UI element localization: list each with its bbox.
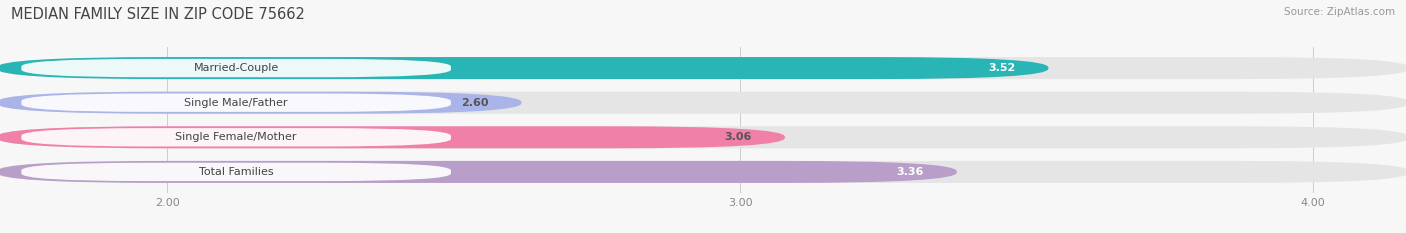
Text: Total Families: Total Families xyxy=(198,167,274,177)
FancyBboxPatch shape xyxy=(0,57,1049,79)
FancyBboxPatch shape xyxy=(0,161,1406,183)
FancyBboxPatch shape xyxy=(21,163,451,181)
Text: Source: ZipAtlas.com: Source: ZipAtlas.com xyxy=(1284,7,1395,17)
FancyBboxPatch shape xyxy=(21,59,451,77)
FancyBboxPatch shape xyxy=(0,161,956,183)
Text: 2.60: 2.60 xyxy=(461,98,488,108)
Text: Single Male/Father: Single Male/Father xyxy=(184,98,288,108)
Text: Single Female/Mother: Single Female/Mother xyxy=(176,132,297,142)
Text: 3.06: 3.06 xyxy=(724,132,752,142)
Text: MEDIAN FAMILY SIZE IN ZIP CODE 75662: MEDIAN FAMILY SIZE IN ZIP CODE 75662 xyxy=(11,7,305,22)
FancyBboxPatch shape xyxy=(0,57,1406,79)
FancyBboxPatch shape xyxy=(0,126,1406,148)
Text: Married-Couple: Married-Couple xyxy=(194,63,278,73)
Text: 3.52: 3.52 xyxy=(988,63,1015,73)
FancyBboxPatch shape xyxy=(0,92,1406,114)
FancyBboxPatch shape xyxy=(0,126,785,148)
FancyBboxPatch shape xyxy=(21,128,451,147)
FancyBboxPatch shape xyxy=(21,93,451,112)
Text: 3.36: 3.36 xyxy=(896,167,924,177)
FancyBboxPatch shape xyxy=(0,92,522,114)
